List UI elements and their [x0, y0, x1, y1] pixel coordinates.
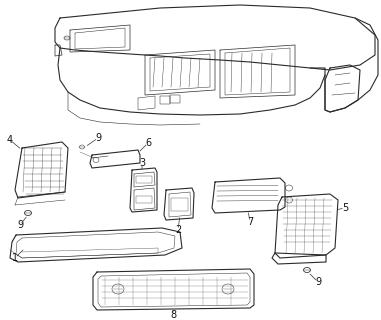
- Text: 2: 2: [175, 225, 181, 235]
- Bar: [170, 95, 180, 103]
- Text: 6: 6: [145, 138, 151, 148]
- Bar: [171, 198, 188, 211]
- Text: 9: 9: [95, 133, 101, 143]
- Text: 8: 8: [170, 310, 176, 320]
- Text: 7: 7: [247, 217, 253, 227]
- Bar: [136, 196, 152, 203]
- Text: 1: 1: [12, 253, 18, 263]
- Bar: [136, 176, 152, 183]
- Text: 5: 5: [342, 203, 348, 213]
- Text: 3: 3: [139, 158, 145, 168]
- Text: 9: 9: [17, 220, 23, 230]
- Bar: [160, 96, 170, 104]
- Text: 9: 9: [315, 277, 321, 287]
- Text: 4: 4: [7, 135, 13, 145]
